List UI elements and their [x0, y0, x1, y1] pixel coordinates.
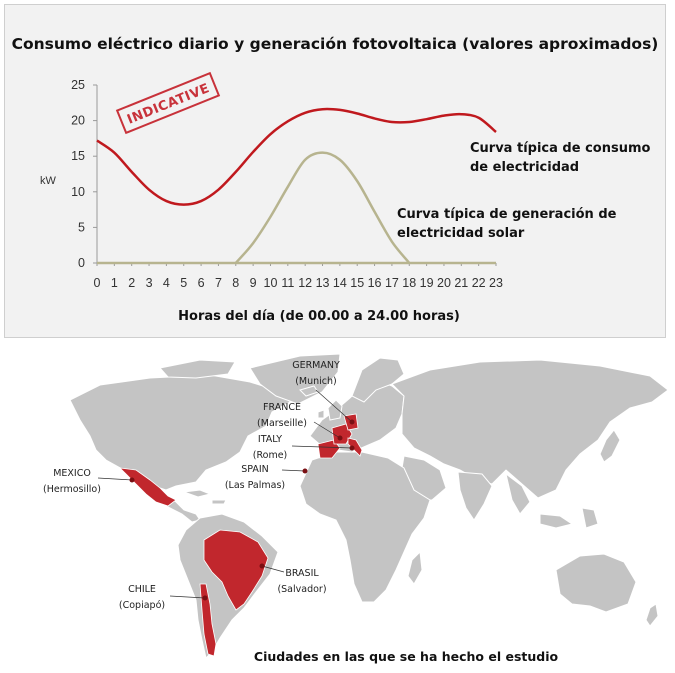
x-tick-label: 2	[128, 276, 135, 290]
world-map: GERMANY (Munich) FRANCE (Marseille) ITAL…	[43, 353, 669, 664]
leader-mexico	[97, 477, 133, 481]
marker-marseille	[337, 435, 343, 441]
india-landmass	[457, 471, 493, 521]
leader-chile	[169, 595, 206, 599]
legend-solar-line2: electricidad solar	[397, 226, 525, 241]
label-brazil-city: (Salvador)	[277, 584, 326, 595]
x-tick-label: 7	[215, 276, 222, 290]
label-spain-city: (Las Palmas)	[225, 480, 285, 491]
x-tick-label: 23	[489, 276, 503, 290]
label-chile-city: (Copiapó)	[119, 600, 165, 611]
legend-solar-line1: Curva típica de generación de	[397, 207, 617, 222]
x-tick-labels: 0 1 2 3 4 5 6 7 8 9 10 11 12 13 14 15 16 17 18 19 20 21 22 23	[94, 276, 503, 290]
marker-hermosillo	[129, 477, 135, 483]
leader-brazil	[261, 565, 285, 573]
north-america-landmass	[69, 374, 291, 491]
y-tick-label: 15	[71, 149, 85, 163]
scandinavia-landmass	[351, 357, 405, 403]
x-tick-label: 6	[198, 276, 205, 290]
x-tick-label: 13	[316, 276, 330, 290]
x-tick-label: 8	[232, 276, 239, 290]
label-italy-country: ITALY	[258, 434, 282, 445]
mexico-highlight	[118, 467, 177, 507]
x-axis-label: Horas del día (de 00.00 a 24.00 horas)	[178, 309, 460, 324]
x-tick-label: 5	[180, 276, 187, 290]
x-tick-label: 14	[333, 276, 347, 290]
leader-germany	[315, 389, 353, 423]
legend-consumption-line2: de electricidad	[470, 160, 579, 175]
x-tick-label: 0	[94, 276, 101, 290]
x-tick-label: 11	[281, 276, 294, 290]
madagascar-landmass	[407, 550, 423, 585]
x-tick-label: 15	[350, 276, 364, 290]
city-markers	[97, 389, 355, 601]
x-tick-label: 18	[402, 276, 416, 290]
x-tick-label: 10	[264, 276, 278, 290]
marker-rome	[349, 445, 355, 451]
chile-highlight	[199, 583, 217, 657]
label-spain-country: SPAIN	[241, 464, 269, 475]
stamp-border	[115, 71, 221, 135]
brazil-highlight	[203, 529, 269, 611]
x-tick-label: 20	[437, 276, 451, 290]
y-tick-label: 20	[71, 114, 85, 128]
x-tick-label: 21	[454, 276, 468, 290]
solar-series-line	[234, 151, 411, 264]
label-chile-country: CHILE	[128, 584, 156, 595]
x-tick-label: 19	[420, 276, 434, 290]
marker-las-palmas	[302, 468, 308, 474]
x-tick-label: 22	[472, 276, 486, 290]
marker-salvador	[259, 563, 265, 569]
asia-landmass	[391, 359, 669, 499]
x-tick-label: 1	[111, 276, 118, 290]
southeast-asia-landmass	[505, 472, 599, 529]
label-germany-city: (Munich)	[295, 376, 337, 387]
y-tick-label: 5	[78, 220, 85, 234]
x-tick-label: 12	[298, 276, 312, 290]
caribbean-islands	[183, 489, 227, 505]
label-france-city: (Marseille)	[257, 418, 307, 429]
chart-title: Consumo eléctrico diario y generación fo…	[11, 35, 659, 53]
japan-landmass	[599, 429, 621, 463]
leader-italy	[291, 445, 353, 449]
x-tick-label: 17	[385, 276, 399, 290]
new-zealand-landmass	[645, 603, 659, 627]
legend-consumption-line1: Curva típica de consumo	[470, 141, 650, 156]
x-tick-label: 9	[250, 276, 257, 290]
label-mexico-country: MEXICO	[53, 468, 91, 479]
series-lines	[96, 107, 497, 265]
australia-landmass	[555, 553, 637, 613]
y-tick-label: 25	[71, 78, 85, 92]
spain-highlight	[317, 439, 341, 459]
marker-munich	[349, 419, 355, 425]
x-tick-label: 3	[146, 276, 153, 290]
leader-france	[313, 421, 341, 439]
label-brazil-country: BRASIL	[285, 568, 319, 579]
indicative-stamp: INDICATIVE	[115, 71, 221, 135]
y-tick-label: 10	[71, 185, 85, 199]
x-tick-label: 16	[368, 276, 382, 290]
label-mexico-city: (Hermosillo)	[43, 484, 101, 495]
consumption-series-line	[96, 107, 497, 206]
leader-spain	[281, 469, 306, 472]
y-tick-labels: 0 5 10 15 20 25	[71, 78, 85, 270]
y-axis-label: kW	[40, 175, 57, 187]
label-germany-country: GERMANY	[292, 360, 340, 371]
marker-copiapo	[202, 595, 208, 601]
arctic-islands-landmass	[159, 359, 236, 379]
label-italy-city: (Rome)	[253, 450, 288, 461]
map-caption: Ciudades en las que se ha hecho el estud…	[254, 649, 559, 664]
italy-highlight	[347, 437, 363, 457]
x-tick-label: 4	[163, 276, 170, 290]
y-tick-label: 0	[78, 256, 85, 270]
chart-panel: Consumo eléctrico diario y generación fo…	[4, 4, 666, 338]
africa-landmass	[299, 451, 431, 603]
label-france-country: FRANCE	[263, 402, 301, 413]
